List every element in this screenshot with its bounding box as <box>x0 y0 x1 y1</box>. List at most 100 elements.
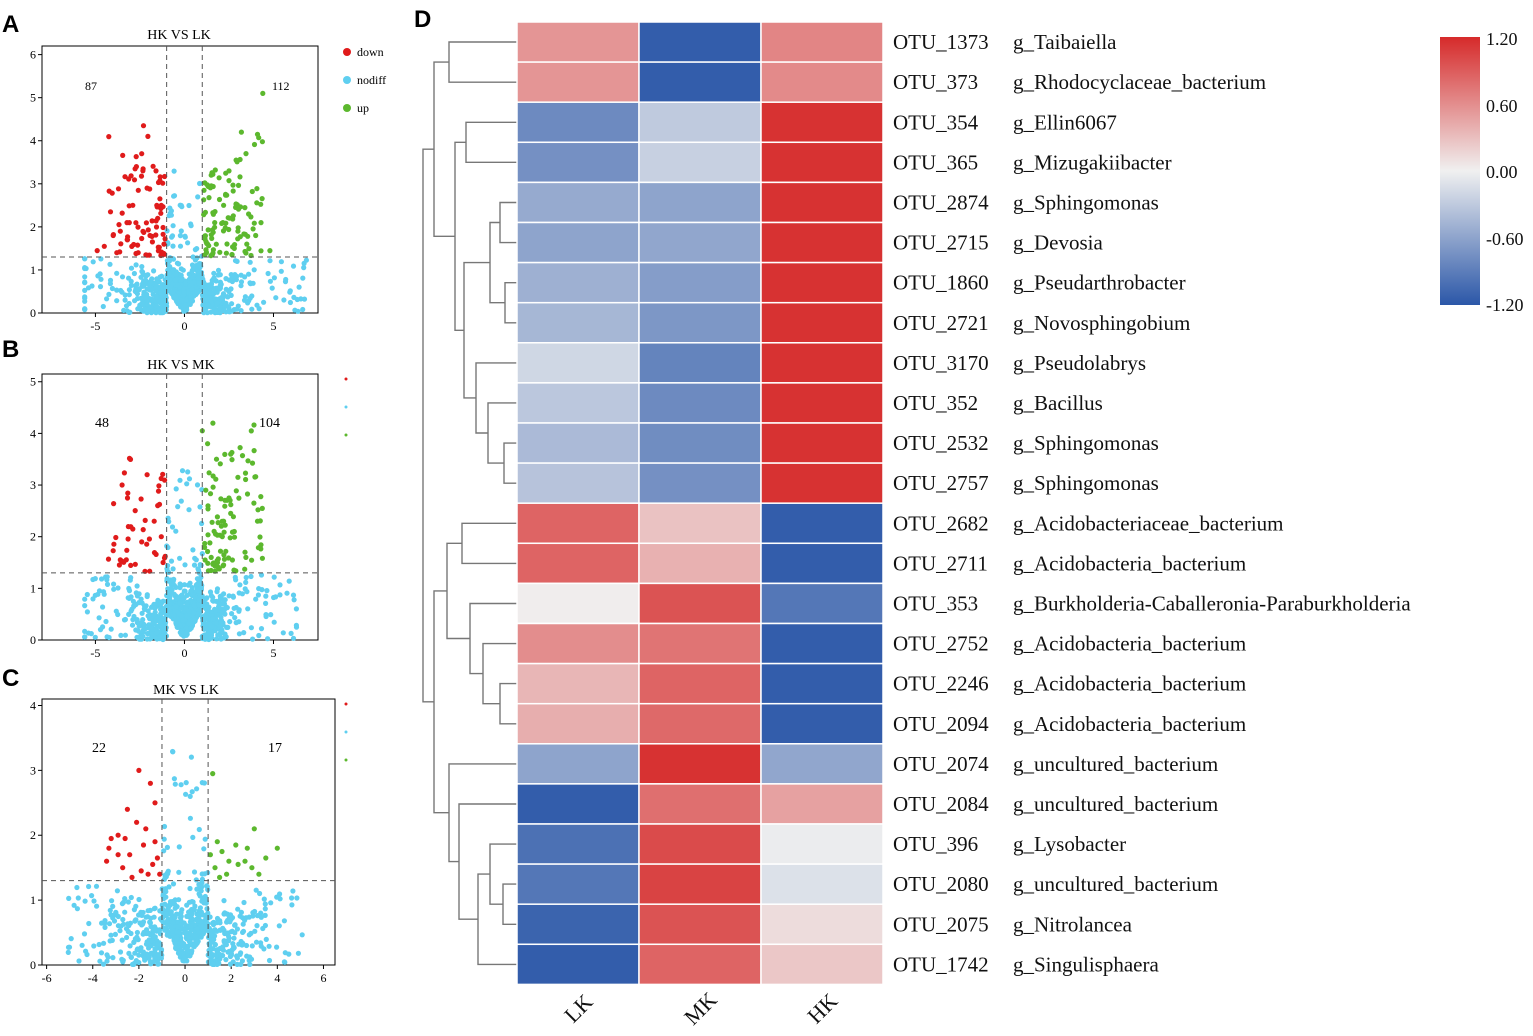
point-down <box>107 209 114 215</box>
point-nodiff <box>266 943 272 949</box>
point-down <box>153 224 160 230</box>
point-nodiff <box>146 613 152 620</box>
row-label-taxon: g_Lysobacter <box>1013 832 1126 856</box>
point-up <box>258 201 264 207</box>
point-up <box>202 209 208 215</box>
point-up <box>202 233 208 239</box>
point-nodiff <box>141 622 147 629</box>
point-nodiff <box>181 289 187 295</box>
point-nodiff <box>230 941 236 947</box>
row-label-taxon: g_Sphingomonas <box>1013 191 1159 215</box>
point-down <box>138 496 144 502</box>
row-label-otu: OTU_3170 <box>893 351 989 375</box>
point-nodiff <box>117 928 123 934</box>
point-nodiff <box>215 608 221 614</box>
point-nodiff <box>161 284 167 290</box>
point-nodiff <box>89 893 95 899</box>
point-nodiff <box>196 262 202 268</box>
point-nodiff <box>271 619 277 625</box>
point-up <box>244 241 250 247</box>
point-up <box>219 848 225 855</box>
point-nodiff <box>247 281 254 287</box>
point-nodiff <box>149 938 155 944</box>
point-up <box>233 157 239 163</box>
point-nodiff <box>291 597 297 603</box>
point-nodiff <box>258 626 265 632</box>
point-nodiff <box>188 912 195 918</box>
point-down <box>116 222 122 228</box>
point-up <box>267 248 273 254</box>
point-nodiff <box>205 910 211 916</box>
point-nodiff <box>178 266 184 272</box>
point-nodiff <box>88 631 94 637</box>
point-nodiff <box>263 593 269 599</box>
point-down <box>131 177 138 183</box>
point-nodiff <box>170 289 176 295</box>
point-down <box>147 232 153 239</box>
heatmap-cell <box>760 181 884 224</box>
point-nodiff <box>203 626 209 632</box>
point-nodiff <box>176 844 182 850</box>
point-up <box>205 532 211 538</box>
point-nodiff <box>119 937 125 943</box>
point-down <box>149 218 155 224</box>
point-down <box>153 232 159 238</box>
point-up <box>213 476 219 482</box>
point-up <box>242 231 248 237</box>
point-nodiff <box>195 566 201 572</box>
point-nodiff <box>164 931 171 937</box>
point-down <box>106 134 112 140</box>
point-nodiff <box>172 277 178 283</box>
point-nodiff <box>262 906 268 912</box>
point-nodiff <box>106 634 112 641</box>
point-up <box>249 557 255 563</box>
point-nodiff <box>139 264 145 270</box>
x-tick-label: -2 <box>134 971 144 985</box>
point-up <box>254 518 261 524</box>
point-nodiff <box>165 868 171 874</box>
point-nodiff <box>242 294 248 300</box>
point-nodiff <box>190 547 196 553</box>
point-nodiff <box>220 291 227 297</box>
point-down <box>152 839 158 845</box>
row-label-otu: OTU_1373 <box>893 30 989 54</box>
point-down <box>149 239 155 245</box>
point-nodiff <box>223 286 229 292</box>
point-nodiff <box>162 927 168 933</box>
point-nodiff <box>153 303 159 309</box>
point-nodiff <box>236 608 242 614</box>
colorbar-tick: 0.00 <box>1486 162 1518 182</box>
point-nodiff <box>263 612 269 618</box>
point-nodiff <box>172 608 178 615</box>
point-up <box>215 556 221 562</box>
point-nodiff <box>85 285 92 291</box>
point-up <box>202 180 208 186</box>
point-up <box>226 495 232 501</box>
point-up <box>235 228 241 234</box>
point-nodiff <box>187 793 193 800</box>
point-down <box>115 832 121 838</box>
point-down <box>158 534 164 540</box>
point-up <box>235 474 241 480</box>
panel-letter-a: A <box>2 11 19 38</box>
point-nodiff <box>82 280 88 286</box>
point-up <box>231 567 237 573</box>
point-down <box>155 179 162 186</box>
heatmap-cell <box>516 181 640 224</box>
point-up <box>242 549 248 555</box>
point-nodiff <box>212 941 218 947</box>
point-nodiff <box>121 617 128 623</box>
point-nodiff <box>199 780 205 786</box>
point-nodiff <box>189 899 195 905</box>
point-down <box>111 541 117 547</box>
point-up <box>238 129 244 135</box>
point-nodiff <box>104 296 110 302</box>
point-down <box>146 536 152 542</box>
point-nodiff <box>144 310 150 316</box>
point-nodiff <box>79 942 85 948</box>
point-up <box>231 528 237 535</box>
point-nodiff <box>170 578 176 584</box>
point-down <box>158 475 164 482</box>
point-nodiff <box>157 274 163 280</box>
point-nodiff <box>186 935 192 941</box>
